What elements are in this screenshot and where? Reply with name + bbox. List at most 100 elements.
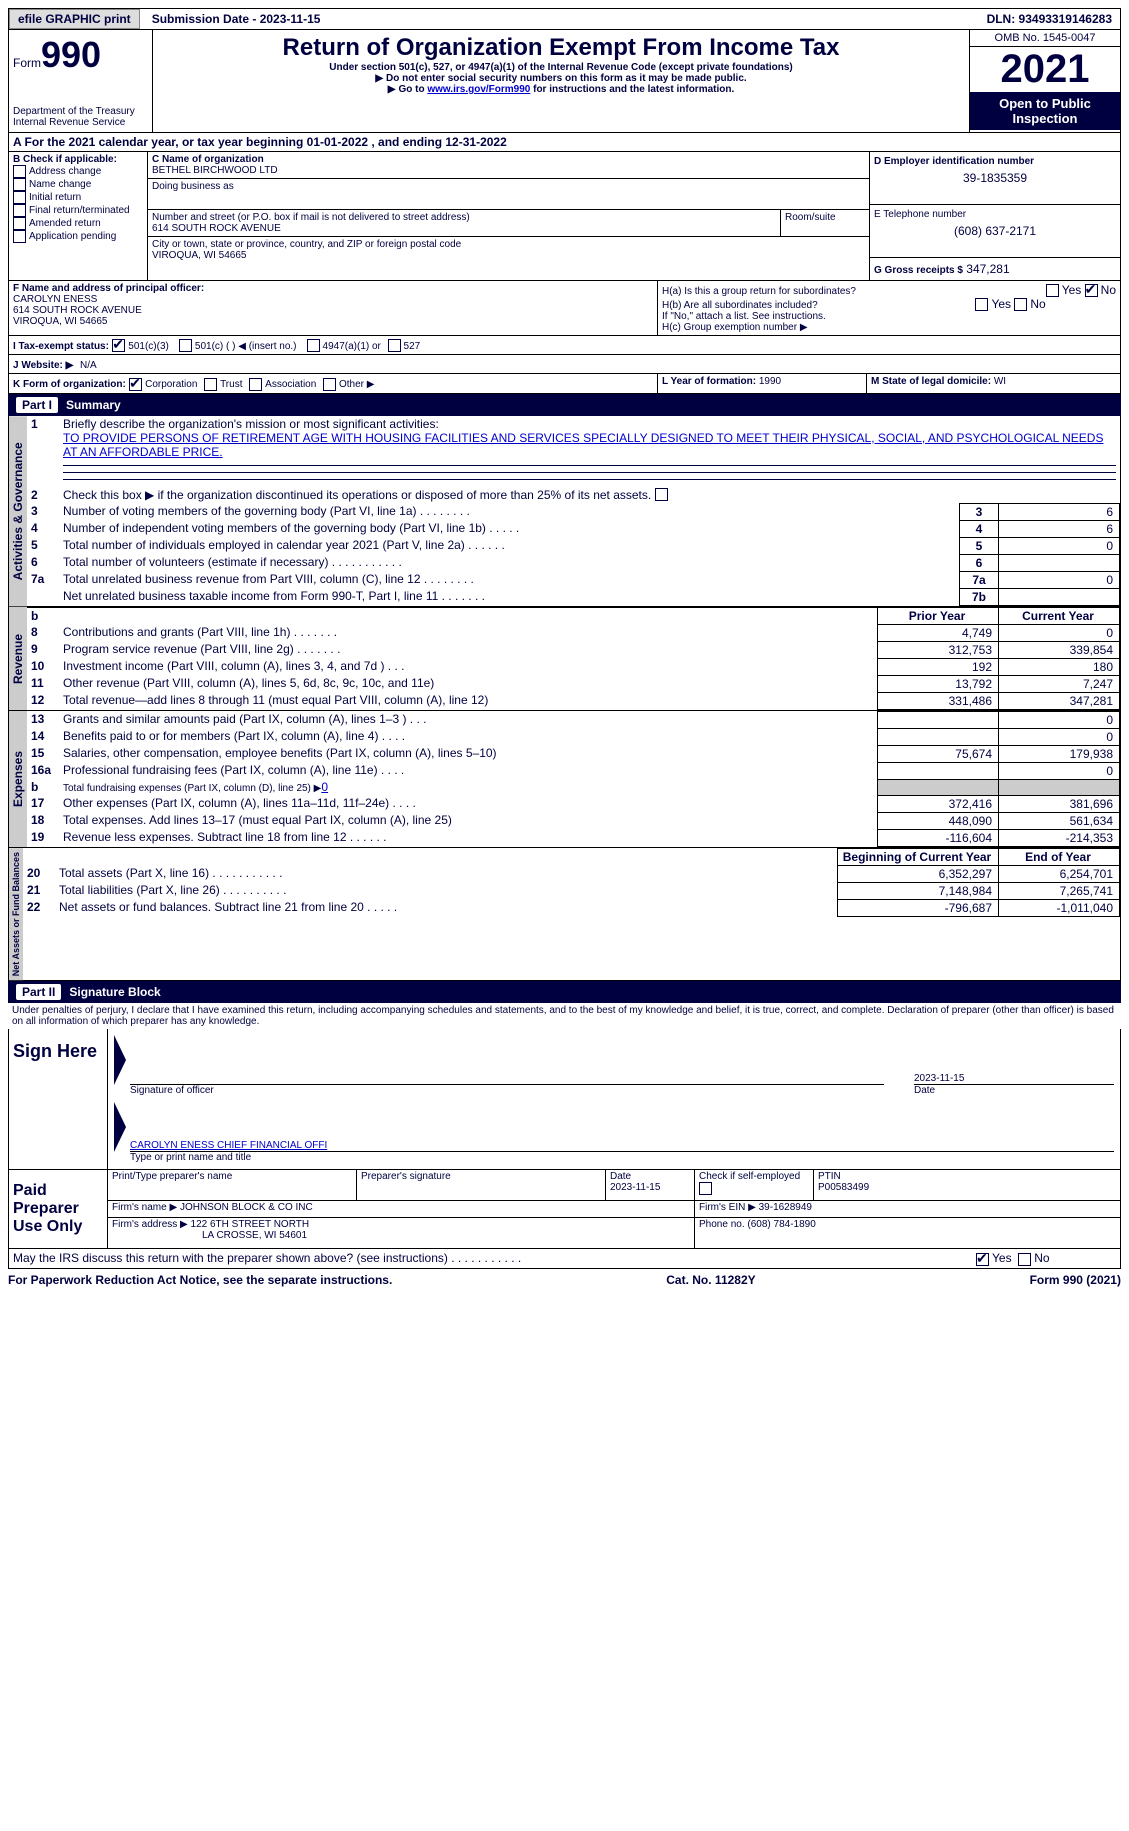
hb-label: H(b) Are all subordinates included? — [662, 300, 818, 311]
chk-527[interactable] — [388, 339, 401, 352]
firm-name: JOHNSON BLOCK & CO INC — [180, 1202, 313, 1213]
chk-trust[interactable] — [204, 378, 217, 391]
opt-app-pending: Application pending — [29, 231, 116, 242]
chk-501c3[interactable] — [112, 339, 125, 352]
chk-corp[interactable] — [129, 378, 142, 391]
prior-year-val: -116,604 — [878, 829, 999, 846]
chk-amended[interactable] — [13, 217, 26, 230]
chk-hb-yes[interactable] — [975, 298, 988, 311]
chk-line2[interactable] — [655, 488, 668, 501]
opt-501c3: 501(c)(3) — [128, 341, 169, 352]
line-link[interactable]: 0 — [321, 780, 328, 794]
current-year-val: 381,696 — [999, 795, 1120, 812]
street-address: 614 SOUTH ROCK AVENUE — [152, 223, 776, 234]
prep-date-label: Date — [610, 1171, 631, 1182]
line-num: 20 — [23, 865, 55, 882]
chk-ha-no[interactable] — [1085, 284, 1098, 297]
line-text: Total assets (Part X, line 16) . . . . .… — [55, 865, 838, 882]
chk-app-pending[interactable] — [13, 230, 26, 243]
chk-4947[interactable] — [307, 339, 320, 352]
prior-year-val: 4,749 — [878, 624, 999, 641]
line-num: 14 — [27, 728, 59, 745]
chk-name-change[interactable] — [13, 178, 26, 191]
omb-number: OMB No. 1545-0047 — [970, 30, 1120, 47]
col-end-year: End of Year — [999, 848, 1120, 865]
prep-check-label: Check if self-employed — [699, 1171, 800, 1182]
line-box: 7a — [960, 571, 999, 588]
line-num: 7a — [27, 571, 59, 588]
current-year-val: 180 — [999, 658, 1120, 675]
chk-self-employed[interactable] — [699, 1182, 712, 1195]
hc-label: H(c) Group exemption number ▶ — [662, 322, 1116, 333]
form-version: Form 990 (2021) — [1030, 1273, 1121, 1287]
line-text: Revenue less expenses. Subtract line 18 … — [59, 829, 878, 846]
part1-num: Part I — [16, 397, 58, 413]
part1-header: Part I Summary — [8, 394, 1121, 416]
line-val: 0 — [999, 571, 1120, 588]
opt-assoc: Association — [265, 379, 316, 390]
chk-assoc[interactable] — [249, 378, 262, 391]
dept-treasury: Department of the Treasury — [13, 106, 148, 117]
firm-ein-label: Firm's EIN ▶ — [699, 1202, 756, 1213]
prep-sig-label: Preparer's signature — [357, 1170, 606, 1201]
box-l-label: L Year of formation: — [662, 376, 756, 387]
line-text: Total expenses. Add lines 13–17 (must eq… — [59, 812, 878, 829]
line-num: 11 — [27, 675, 59, 692]
line-box: 7b — [960, 588, 999, 605]
line-val: 6 — [999, 520, 1120, 537]
vlabel-revenue: Revenue — [9, 607, 27, 710]
prior-year-val: 192 — [878, 658, 999, 675]
line-num: 22 — [23, 899, 55, 916]
line-num — [27, 588, 59, 605]
chk-discuss-yes[interactable] — [976, 1253, 989, 1266]
line-num: 19 — [27, 829, 59, 846]
efile-print-button[interactable]: efile GRAPHIC print — [9, 9, 140, 29]
line-num: 5 — [27, 537, 59, 554]
chk-other[interactable] — [323, 378, 336, 391]
chk-address-change[interactable] — [13, 165, 26, 178]
ein: 39-1835359 — [874, 167, 1116, 185]
officer-name-title[interactable]: CAROLYN ENESS CHIEF FINANCIAL OFFI — [130, 1140, 327, 1151]
chk-hb-no[interactable] — [1014, 298, 1027, 311]
current-year-val: 7,265,741 — [999, 882, 1120, 899]
officer-addr: 614 SOUTH ROCK AVENUE — [13, 305, 653, 316]
chk-discuss-no[interactable] — [1018, 1253, 1031, 1266]
note-ssn: Do not enter social security numbers on … — [386, 73, 747, 84]
box-k-label: K Form of organization: — [13, 379, 126, 390]
line-num: b — [27, 779, 59, 795]
part2-num: Part II — [16, 984, 61, 1000]
hb-note: If "No," attach a list. See instructions… — [662, 311, 1116, 322]
line-num: 6 — [27, 554, 59, 571]
firm-ein: 39-1628949 — [759, 1202, 812, 1213]
chk-ha-yes[interactable] — [1046, 284, 1059, 297]
opt-amended: Amended return — [29, 218, 101, 229]
line-text: Total fundraising expenses (Part IX, col… — [59, 779, 878, 795]
tax-year: 2021 — [970, 47, 1120, 92]
paid-preparer-label: Paid Preparer Use Only — [9, 1170, 108, 1248]
chk-final-return[interactable] — [13, 204, 26, 217]
opt-address-change: Address change — [29, 166, 101, 177]
form-label: Form — [13, 56, 41, 70]
discuss-yes: Yes — [992, 1251, 1012, 1265]
line-val — [999, 554, 1120, 571]
discuss-label: May the IRS discuss this return with the… — [13, 1251, 521, 1265]
line-text: Total number of individuals employed in … — [59, 537, 960, 554]
firm-name-label: Firm's name ▶ — [112, 1202, 177, 1213]
paid-preparer-block: Paid Preparer Use Only Print/Type prepar… — [8, 1170, 1121, 1249]
gross-receipts: 347,281 — [966, 262, 1009, 276]
irs-link[interactable]: www.irs.gov/Form990 — [427, 84, 530, 95]
chk-initial-return[interactable] — [13, 191, 26, 204]
hb-no: No — [1030, 297, 1045, 311]
line-num: 17 — [27, 795, 59, 812]
mission-text[interactable]: TO PROVIDE PERSONS OF RETIREMENT AGE WIT… — [63, 431, 1103, 459]
box-e-label: E Telephone number — [874, 209, 1116, 220]
dln: DLN: 93493319146283 — [979, 10, 1120, 28]
line-a: A For the 2021 calendar year, or tax yea… — [9, 133, 511, 151]
line-text: Number of voting members of the governin… — [59, 503, 960, 520]
prior-year-val: 75,674 — [878, 745, 999, 762]
ptin-val: P00583499 — [818, 1182, 869, 1193]
line-text: Net unrelated business taxable income fr… — [59, 588, 960, 605]
line-text: Total number of volunteers (estimate if … — [59, 554, 960, 571]
chk-501c[interactable] — [179, 339, 192, 352]
expenses-table: 13Grants and similar amounts paid (Part … — [27, 711, 1120, 847]
